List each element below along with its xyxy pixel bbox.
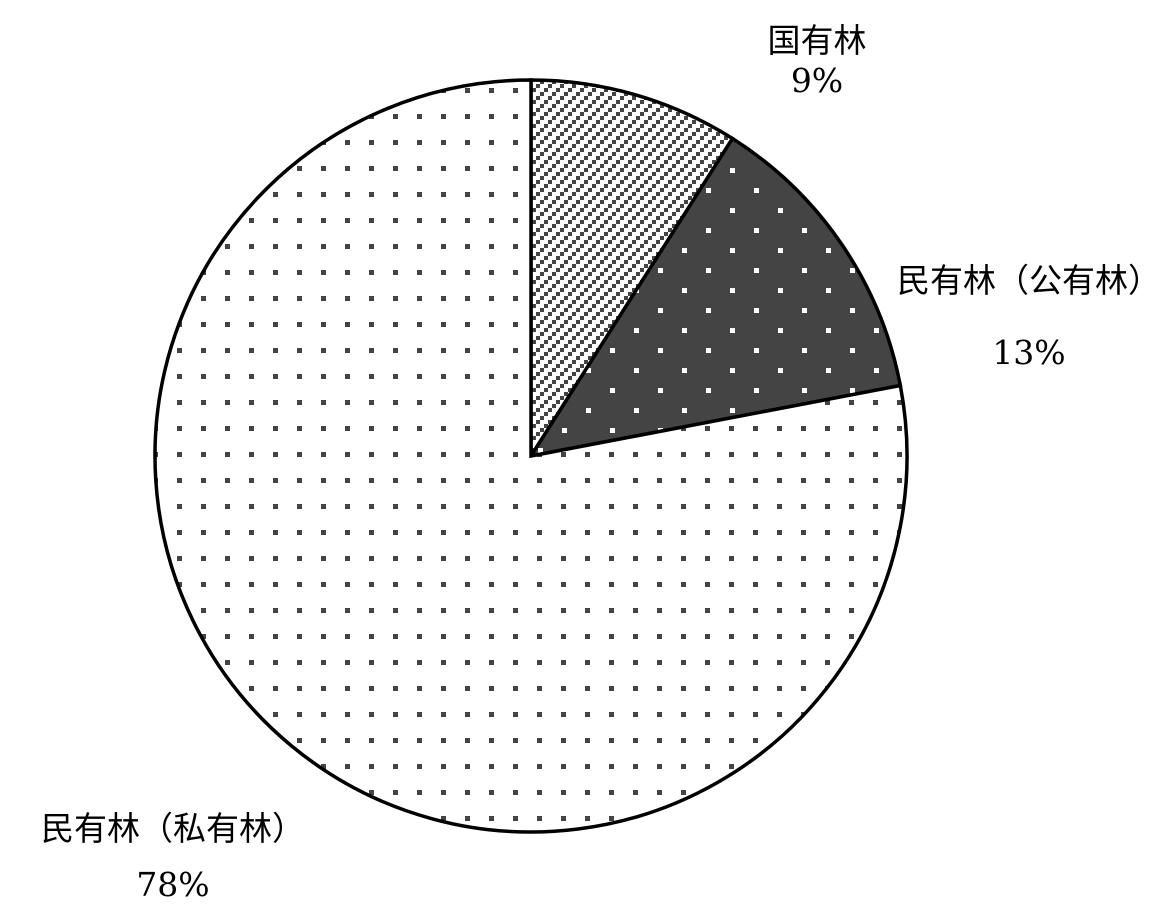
slice-name-label-3: 民有林（私有林） xyxy=(41,809,305,848)
slice-name-label-2: 民有林（公有林） xyxy=(897,261,1161,300)
slice-value-label-3: 78% xyxy=(136,865,209,904)
pie-slice-3 xyxy=(153,78,909,834)
slice-value-label-1: 9% xyxy=(791,61,843,100)
pie-slice-1 xyxy=(529,78,735,463)
pie-slice-2 xyxy=(527,136,903,459)
slices-group xyxy=(153,78,909,834)
slice-value-label-2: 13% xyxy=(992,333,1065,372)
slice-name-label-1: 国有林 xyxy=(768,21,867,60)
